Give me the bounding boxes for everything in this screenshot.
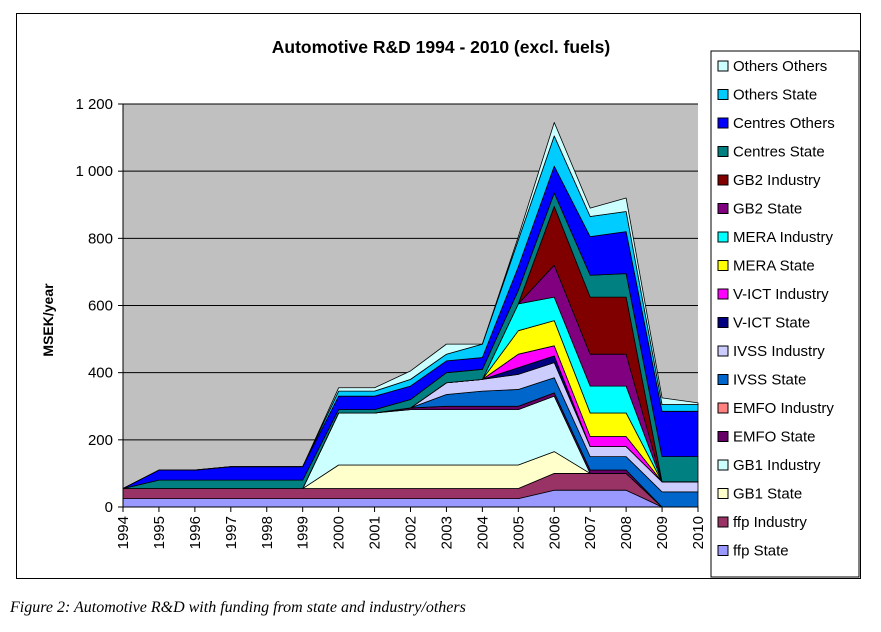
legend-swatch	[717, 545, 729, 556]
y-axis-label: MSEK/year	[40, 283, 56, 357]
legend-swatch	[717, 60, 729, 72]
chart-title: Automotive R&D 1994 - 2010 (excl. fuels)	[272, 37, 610, 57]
x-tick-label: 1997	[223, 516, 240, 549]
area-others-others	[122, 122, 699, 489]
legend-swatch	[717, 345, 729, 357]
x-tick-label: 2003	[438, 516, 455, 549]
plot-area: 0 200 400 600 800 1 000 1 200 1994 1995 1996 1997 1…	[75, 96, 707, 549]
legend-swatch	[717, 146, 729, 157]
legend-label: IVSS State	[733, 372, 806, 389]
x-tick-label: 1995	[151, 516, 168, 549]
y-tick-label: 200	[88, 432, 113, 449]
x-tick-label: 2008	[618, 516, 635, 549]
legend-label: GB1 Industry	[733, 457, 821, 474]
x-tick-label: 2002	[403, 516, 420, 549]
x-tick-label: 2010	[690, 516, 707, 549]
y-tick-label: 800	[88, 230, 113, 247]
x-tick-label: 2009	[654, 516, 671, 549]
legend-swatch	[717, 203, 729, 214]
legend-swatch	[717, 288, 729, 300]
legend-label: IVSS Industry	[733, 343, 825, 360]
x-tick-label: 2006	[546, 516, 563, 549]
legend-label: V-ICT Industry	[733, 286, 829, 303]
legend-swatch	[717, 231, 729, 243]
legend-label: Others Others	[733, 58, 827, 75]
legend-label: GB2 State	[733, 201, 802, 218]
legend-label: GB2 Industry	[733, 172, 821, 189]
y-tick-label: 1 200	[75, 96, 113, 113]
x-tick-label: 2000	[331, 516, 348, 549]
legend-label: Others State	[733, 87, 817, 104]
legend-swatch	[717, 402, 729, 414]
chart-svg: Automotive R&D 1994 - 2010 (excl. fuels)…	[40, 37, 860, 578]
x-tick-label: 1996	[187, 516, 204, 549]
legend-swatch	[717, 516, 729, 528]
y-tick-label: 400	[88, 365, 113, 382]
legend-label: ffp State	[733, 543, 789, 560]
legend-swatch	[717, 488, 729, 499]
legend-label: Centres Others	[733, 115, 835, 132]
x-tick-label: 2005	[510, 516, 527, 549]
chart-frame: Automotive R&D 1994 - 2010 (excl. fuels)…	[16, 13, 861, 579]
legend: Others Others Others State Centres Others C…	[710, 50, 860, 578]
legend-swatch	[717, 117, 729, 129]
legend-swatch	[717, 174, 729, 186]
legend-label: MERA State	[733, 258, 815, 275]
legend-label: V-ICT State	[733, 315, 810, 332]
x-tick-label: 2007	[582, 516, 599, 549]
x-tick-label: 1994	[115, 516, 132, 549]
legend-swatch	[717, 89, 729, 100]
legend-swatch	[717, 374, 729, 385]
x-tick-label: 1998	[259, 516, 276, 549]
x-tick-label: 2004	[474, 516, 491, 549]
legend-label: ffp Industry	[733, 514, 807, 531]
legend-label: MERA Industry	[733, 229, 834, 246]
legend-label: Centres State	[733, 144, 825, 161]
x-tick-label: 1999	[295, 516, 312, 549]
legend-label: EMFO Industry	[733, 400, 834, 417]
legend-label: GB1 State	[733, 486, 802, 503]
legend-swatch	[717, 317, 729, 328]
y-tick-label: 600	[88, 298, 113, 315]
figure-caption: Figure 2: Automotive R&D with funding fr…	[10, 599, 466, 616]
y-tick-label: 1 000	[75, 163, 113, 180]
legend-label: EMFO State	[733, 429, 816, 446]
legend-swatch	[717, 431, 729, 442]
y-tick-label: 0	[105, 499, 113, 516]
legend-box	[710, 50, 860, 578]
x-tick-label: 2001	[367, 516, 384, 549]
legend-swatch	[717, 459, 729, 471]
legend-swatch	[717, 260, 729, 271]
